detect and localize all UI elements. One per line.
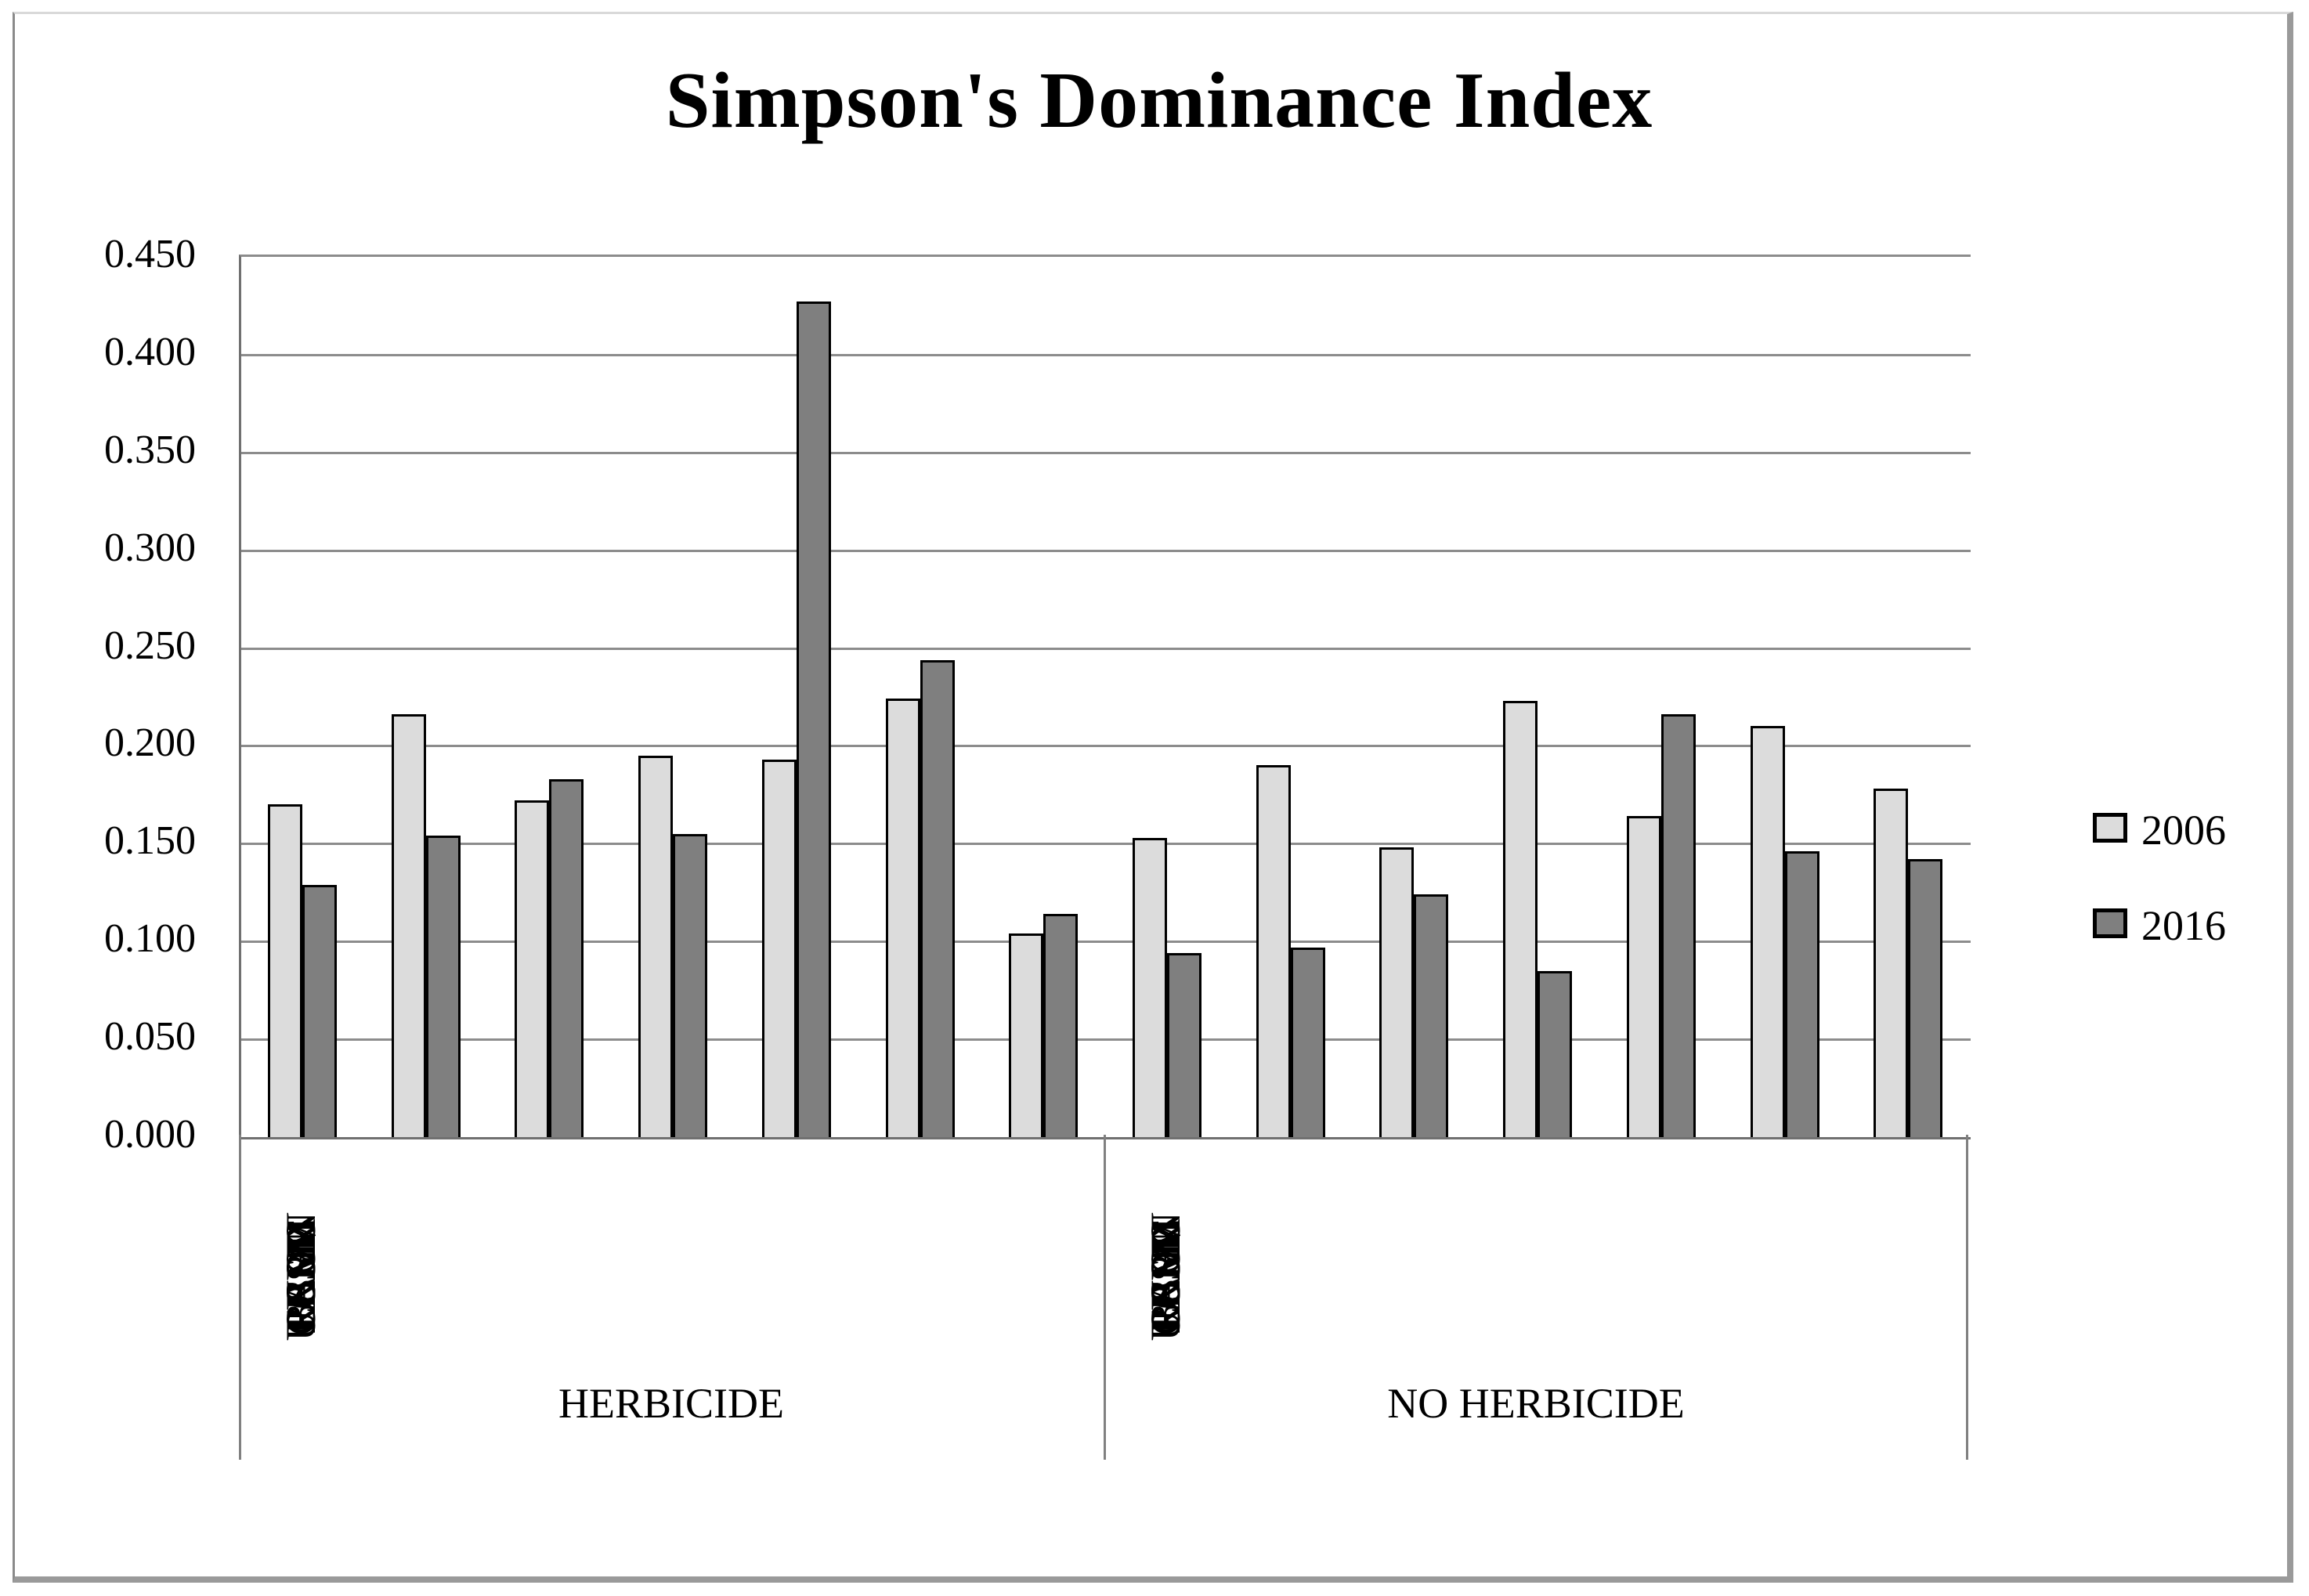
chart-title: Simpson's Dominance Index [665, 56, 1653, 145]
y-tick-label-0.350: 0.350 [104, 427, 196, 472]
bar-2016-LSRR-herbicide [302, 885, 337, 1137]
group-label-herbicide: HERBICIDE [558, 1380, 784, 1427]
bar-2006-BSHL-no-herbicide [1750, 726, 1785, 1137]
y-tick-label-0.100: 0.100 [104, 916, 196, 962]
gridline [241, 745, 1971, 748]
gridline [241, 549, 1971, 552]
axis-divider-left [239, 1135, 241, 1460]
legend-swatch-2006-icon [2093, 813, 2127, 843]
axis-divider-groups [1104, 1135, 1106, 1460]
y-tick-label-0.400: 0.400 [104, 329, 196, 374]
bar-2006-RACC-herbicide [1009, 933, 1044, 1137]
y-tick-label-0.150: 0.150 [104, 818, 196, 864]
bar-2016-CBSM-herbicide [549, 779, 584, 1137]
bar-2006-BSHL-herbicide [885, 699, 920, 1137]
bar-2006-RACC-no-herbicide [1874, 789, 1909, 1137]
y-tick-label-0.300: 0.300 [104, 525, 196, 570]
legend-swatch-2016-icon [2093, 908, 2127, 938]
bar-2006-LSRR-herbicide [268, 804, 302, 1137]
x-category-label-RACC-0: RACC [276, 1219, 324, 1334]
bar-2016-BSHL-herbicide [920, 660, 955, 1137]
bar-2006-UUMN-herbicide [391, 714, 426, 1137]
y-tick-label-0.000: 0.000 [104, 1112, 196, 1157]
gridline [241, 451, 1971, 454]
bar-2006-UUMN-no-herbicide [1256, 765, 1291, 1137]
legend-label-2006: 2006 [2141, 807, 2226, 854]
gridline [241, 941, 1971, 944]
bar-2006-CBSM-no-herbicide [1379, 847, 1415, 1137]
group-label-no-herbicide: NO HERBICIDE [1387, 1380, 1685, 1427]
bar-2016-FCSM-herbicide [673, 834, 708, 1137]
bar-2016-BSHL-no-herbicide [1784, 851, 1819, 1137]
bar-2016-PRDV-herbicide [796, 302, 831, 1137]
legend-item-2006: 2006 [2093, 807, 2296, 854]
bar-2016-RACC-no-herbicide [1908, 859, 1943, 1137]
bar-2016-UUMN-herbicide [425, 836, 461, 1137]
bar-2006-FCSM-no-herbicide [1503, 701, 1538, 1137]
bar-2016-PRDV-no-herbicide [1660, 714, 1696, 1137]
gridline [241, 353, 1971, 356]
gridline [241, 1038, 1971, 1042]
y-tick-label-0.250: 0.250 [104, 623, 196, 668]
bar-2006-LSRR-no-herbicide [1133, 838, 1167, 1137]
bar-2016-RACC-herbicide [1043, 914, 1079, 1137]
bar-2006-CBSM-herbicide [515, 800, 550, 1137]
x-category-label-RACC-7: RACC [1141, 1219, 1189, 1334]
axis-divider-right [1966, 1135, 1968, 1460]
bar-2006-PRDV-no-herbicide [1626, 816, 1661, 1137]
y-tick-label-0.050: 0.050 [104, 1014, 196, 1060]
legend-item-2016: 2016 [2093, 902, 2296, 949]
gridline [241, 843, 1971, 846]
bar-2016-LSRR-no-herbicide [1167, 953, 1201, 1137]
y-tick-label-0.200: 0.200 [104, 720, 196, 766]
gridline [241, 647, 1971, 650]
plot-area [239, 255, 1971, 1139]
y-tick-label-0.450: 0.450 [104, 232, 196, 276]
bar-2016-FCSM-no-herbicide [1538, 971, 1573, 1137]
bar-2016-UUMN-no-herbicide [1290, 948, 1325, 1137]
bar-2006-FCSM-herbicide [638, 756, 674, 1137]
legend-label-2016: 2016 [2141, 902, 2226, 949]
bar-2006-PRDV-herbicide [761, 760, 797, 1137]
bar-2016-CBSM-no-herbicide [1414, 894, 1449, 1137]
